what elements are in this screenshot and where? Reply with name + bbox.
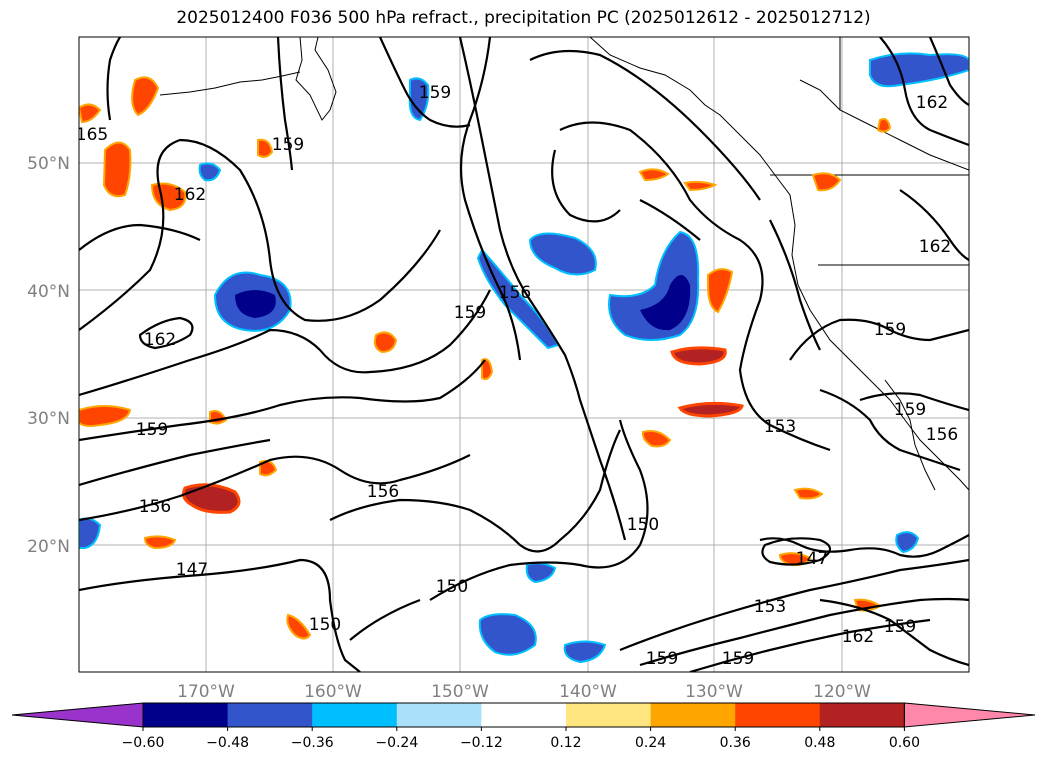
- contour-label: 153: [764, 417, 796, 437]
- colorbar-tick-label: −0.12: [460, 735, 503, 751]
- contour-label: 159: [894, 400, 926, 420]
- colorbar-outline: [142, 702, 905, 728]
- lon-label-140w: 140°W: [559, 682, 617, 702]
- contour-label: 150: [436, 577, 468, 597]
- colorbar: −0.60 −0.48 −0.36 −0.24 −0.12 0.12 0.24 0.36 0.4…: [11, 702, 1036, 751]
- refractivity-contours: [79, 37, 969, 672]
- colorbar-tick-label: 0.24: [635, 735, 666, 751]
- contour-label: 162: [842, 627, 874, 647]
- colorbar-segment: [143, 703, 229, 727]
- contour-label: 147: [176, 560, 208, 580]
- contour-label: 159: [722, 649, 754, 669]
- contour-label: 150: [309, 615, 341, 635]
- contour-label: 159: [884, 617, 916, 637]
- contour-label: 156: [139, 497, 171, 517]
- precip-positive-areas: [79, 76, 892, 640]
- colorbar-segment: [735, 703, 821, 727]
- colorbar-tick-label: −0.48: [206, 735, 249, 751]
- contour-label: 156: [926, 425, 958, 445]
- contour-label: 159: [646, 649, 678, 669]
- colorbar-segment: [650, 703, 736, 727]
- latitude-labels: 50°N 40°N 30°N 20°N: [27, 154, 70, 557]
- contour-label: 159: [419, 83, 451, 103]
- map-frame: [78, 36, 970, 673]
- lon-label-170w: 170°W: [177, 682, 235, 702]
- contour-label: 153: [754, 597, 786, 617]
- colorbar-segment: [566, 703, 652, 727]
- coastlines: [159, 37, 969, 491]
- contour-label: 162: [144, 330, 176, 350]
- contour-label: 159: [136, 420, 168, 440]
- lat-label-40n: 40°N: [27, 282, 70, 302]
- map-background: [79, 37, 969, 672]
- contour-label: 159: [454, 303, 486, 323]
- colorbar-tick-label: 0.36: [720, 735, 751, 751]
- contour-label: 159: [272, 135, 304, 155]
- colorbar-tick-label: −0.24: [375, 735, 418, 751]
- lat-label-20n: 20°N: [27, 537, 70, 557]
- lon-label-160w: 160°W: [304, 682, 362, 702]
- lon-label-120w: 120°W: [813, 682, 871, 702]
- chart-title: 2025012400 F036 500 hPa refract., precip…: [176, 8, 871, 28]
- precip-negative-areas: [79, 52, 969, 664]
- contour-label: 159: [874, 320, 906, 340]
- colorbar-tick-label: 0.48: [804, 735, 835, 751]
- lat-label-30n: 30°N: [27, 409, 70, 429]
- contour-label: 156: [499, 283, 531, 303]
- map-content: 165 162 159 159 162 159 156 162 159 156 …: [76, 37, 969, 672]
- colorbar-extend-min: [11, 702, 144, 728]
- lon-label-150w: 150°W: [431, 682, 489, 702]
- colorbar-tick-label: 0.12: [550, 735, 581, 751]
- colorbar-tick-label: −0.60: [122, 735, 165, 751]
- contour-label: 165: [76, 125, 108, 145]
- contour-label: 162: [174, 185, 206, 205]
- colorbar-segment: [396, 703, 482, 727]
- longitude-labels: 170°W 160°W 150°W 140°W 130°W 120°W: [177, 682, 871, 702]
- colorbar-segment: [312, 703, 398, 727]
- contour-label: 150: [627, 515, 659, 535]
- contour-label: 162: [919, 237, 951, 257]
- contour-label: 156: [367, 482, 399, 502]
- colorbar-segment: [819, 703, 905, 727]
- colorbar-extend-max: [903, 702, 1036, 728]
- contour-labels: 165 162 159 159 162 159 156 162 159 156 …: [76, 83, 958, 669]
- colorbar-segment: [227, 703, 313, 727]
- colorbar-tick-label: −0.36: [291, 735, 334, 751]
- contour-label: 147: [796, 549, 828, 569]
- lon-label-130w: 130°W: [685, 682, 743, 702]
- colorbar-tick-label: 0.60: [889, 735, 920, 751]
- contour-label: 162: [916, 93, 948, 113]
- colorbar-segment: [481, 703, 567, 727]
- lat-label-50n: 50°N: [27, 154, 70, 174]
